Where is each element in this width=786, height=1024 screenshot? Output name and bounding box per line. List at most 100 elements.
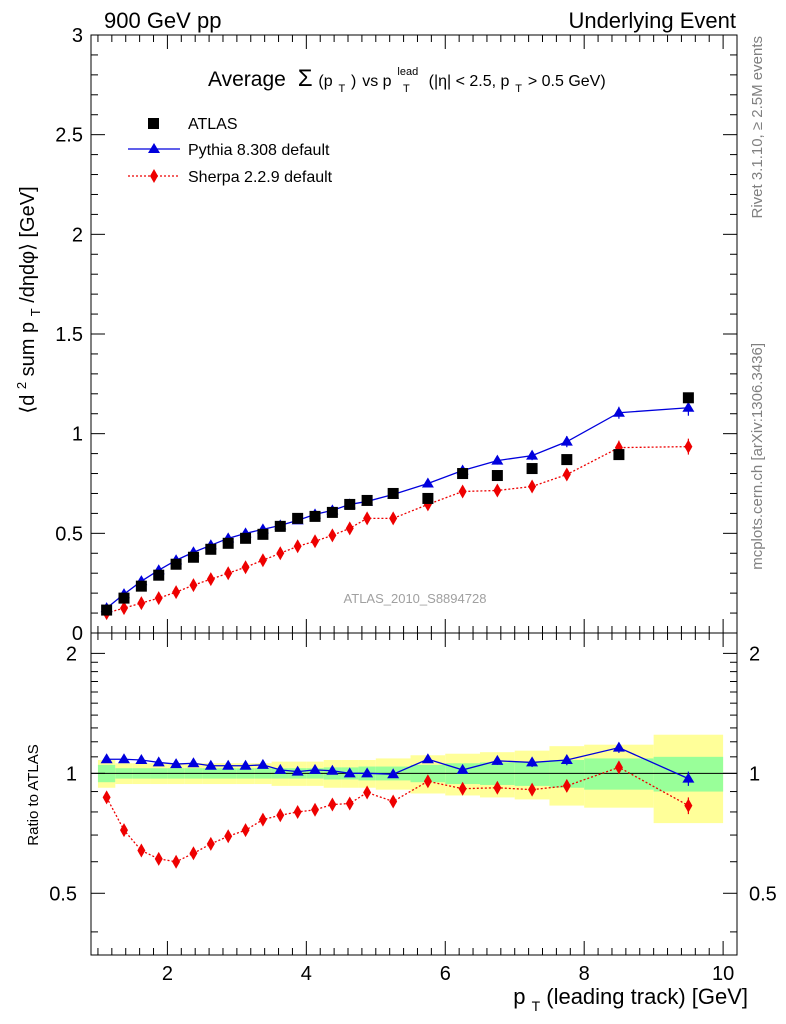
main-y-tick-label: 0.5 xyxy=(55,523,83,545)
ratio-y-tick-label-right: 2 xyxy=(749,643,760,665)
main-sherpa-point xyxy=(276,546,285,561)
ratio-pythia-point xyxy=(526,756,539,767)
legend-entry-atlas: ATLAS xyxy=(148,116,238,133)
title-cut-sub: T xyxy=(515,83,522,95)
main-pythia-point xyxy=(421,477,434,488)
legend: ATLAS Pythia 8.308 default Sherpa 2.2.9 … xyxy=(128,116,333,186)
ratio-sherpa-point xyxy=(684,798,693,813)
legend-sherpa-label: Sherpa 2.2.9 default xyxy=(188,169,333,186)
main-sherpa-point xyxy=(119,601,128,616)
main-y-tick-label: 0 xyxy=(72,623,83,645)
ratio-y-tick-label-left: 2 xyxy=(66,643,77,665)
main-atlas-point xyxy=(257,528,269,540)
rivet-side-label: Rivet 3.1.10, ≥ 2.5M events xyxy=(749,36,766,219)
main-pythia-point xyxy=(612,406,625,417)
main-atlas-point xyxy=(187,551,199,563)
ylabel-pre: ⟨d xyxy=(17,395,39,414)
ratio-pythia-point xyxy=(100,753,113,764)
legend-pythia-marker xyxy=(148,143,160,153)
mcplots-side-label: mcplots.cern.ch [arXiv:1306.3436] xyxy=(749,343,766,570)
ratio-sherpa-point xyxy=(119,823,128,838)
main-atlas-point xyxy=(118,592,130,604)
main-sherpa-point xyxy=(241,560,250,575)
ratio-y-tick-label-left: 0.5 xyxy=(49,883,77,905)
legend-entry-sherpa: Sherpa 2.2.9 default xyxy=(128,169,333,186)
ratio-pythia-point xyxy=(274,763,287,774)
legend-pythia-label: Pythia 8.308 default xyxy=(188,142,330,159)
ratio-pythia-point xyxy=(170,758,183,769)
main-pythia-point xyxy=(491,454,504,465)
ratio-y-tick-label-right: 1 xyxy=(749,763,760,785)
main-atlas-point xyxy=(457,468,469,480)
ratio-sherpa-point xyxy=(224,829,233,844)
title-cut2: > 0.5 GeV) xyxy=(528,73,606,90)
main-atlas-point xyxy=(205,543,217,555)
ratio-y-tick-label-left: 1 xyxy=(66,763,77,785)
ratio-sherpa-point xyxy=(276,808,285,823)
main-y-axis-label: ⟨d 2 sum p T /dηdφ⟩ [GeV] xyxy=(9,186,45,413)
main-atlas-point xyxy=(682,392,694,404)
ratio-sherpa-point xyxy=(328,797,337,812)
main-y-tick-label: 1 xyxy=(72,424,83,446)
ratio-sherpa-point xyxy=(345,796,354,811)
main-sherpa-point xyxy=(684,439,693,454)
header-left: 900 GeV pp xyxy=(104,8,221,33)
title-vs: vs p xyxy=(362,73,391,90)
main-sherpa-point xyxy=(137,596,146,611)
title-prefix: Average xyxy=(208,68,286,91)
main-atlas-point xyxy=(170,558,182,570)
main-sherpa-point xyxy=(493,483,502,498)
main-sherpa-point xyxy=(189,578,198,593)
xlabel-pre: p xyxy=(513,984,525,1009)
analysis-watermark: ATLAS_2010_S8894728 xyxy=(344,591,487,606)
ratio-sherpa-point xyxy=(241,823,250,838)
x-tick-label: 6 xyxy=(440,963,451,985)
title-sigma: Σ xyxy=(298,65,313,92)
ratio-y-tick-label-right: 0.5 xyxy=(749,883,777,905)
legend-atlas-label: ATLAS xyxy=(188,116,238,133)
main-y-tick-label: 1.5 xyxy=(55,324,83,346)
title-vs-sub: T xyxy=(403,83,410,95)
ratio-sherpa-point xyxy=(458,781,467,796)
main-sherpa-point xyxy=(389,511,398,526)
xlabel-sub: T xyxy=(532,998,541,1014)
ratio-pythia-point xyxy=(309,763,322,774)
x-tick-label: 10 xyxy=(712,963,734,985)
main-atlas-point xyxy=(344,498,356,510)
x-tick-label: 2 xyxy=(162,963,173,985)
ratio-sherpa-point xyxy=(137,843,146,858)
ratio-sherpa-point xyxy=(614,760,623,775)
ratio-pythia-point xyxy=(682,772,695,783)
plot-title: Average Σ (p T ) vs p lead T (|η| < 2.5,… xyxy=(208,57,606,97)
ylabel-mid: sum p xyxy=(17,322,39,376)
main-sherpa-point xyxy=(311,534,320,549)
main-pythia-point xyxy=(682,401,695,412)
title-cut1: (|η| < 2.5, p xyxy=(429,73,510,90)
ratio-pythia-point xyxy=(239,759,252,770)
main-atlas-point xyxy=(361,494,373,506)
main-atlas-point xyxy=(153,569,165,581)
ratio-sherpa-point xyxy=(389,794,398,809)
ratio-plot-frame xyxy=(90,632,738,956)
ratio-pythia-point xyxy=(343,767,356,778)
main-sherpa-point xyxy=(363,511,372,526)
ratio-sherpa-point xyxy=(423,774,432,789)
ratio-sherpa-point xyxy=(102,790,111,805)
main-y-tick-label: 3 xyxy=(72,25,83,47)
ratio-sherpa-point xyxy=(363,785,372,800)
main-atlas-point xyxy=(491,470,503,482)
ratio-pythia-point xyxy=(326,764,339,775)
main-atlas-point xyxy=(240,532,252,544)
main-sherpa-point xyxy=(528,479,537,494)
main-atlas-point xyxy=(613,449,625,461)
main-atlas-point xyxy=(135,580,147,592)
main-pythia-point xyxy=(526,449,539,460)
legend-entry-pythia: Pythia 8.308 default xyxy=(128,142,330,159)
main-sherpa-point xyxy=(293,539,302,554)
ratio-pythia-point xyxy=(612,741,625,752)
ratio-y-axis-label: Ratio to ATLAS xyxy=(25,744,42,845)
title-sigma-arg: (p xyxy=(318,73,332,90)
ratio-sherpa-point xyxy=(258,812,267,827)
main-atlas-point xyxy=(222,537,234,549)
